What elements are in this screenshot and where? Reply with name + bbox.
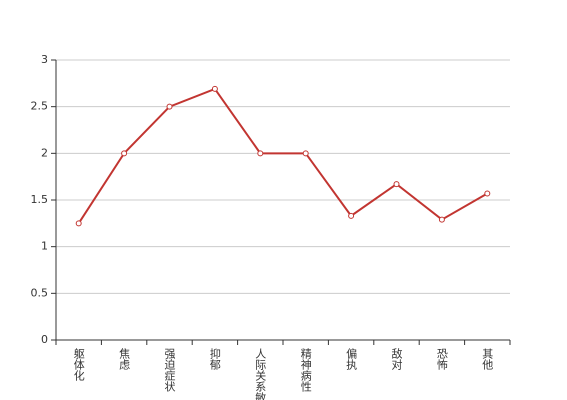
point	[211, 85, 218, 92]
point	[257, 150, 264, 157]
y-tick-label: 1.5	[31, 193, 49, 206]
y-tick-label: 2	[41, 146, 48, 159]
x-tick-label: 其他	[481, 348, 494, 370]
x-tick-label: 强迫症状	[163, 348, 176, 392]
x-tick-label: 躯体化	[72, 348, 85, 382]
point	[484, 190, 491, 197]
point	[393, 181, 400, 188]
y-tick-label: 0.5	[31, 286, 49, 299]
x-tick-label: 人际关系敏感	[254, 348, 267, 400]
point	[302, 150, 309, 157]
y-tick-label: 1	[41, 240, 48, 253]
y-tick-label: 3	[41, 53, 48, 66]
x-tick-label: 恐怖	[435, 348, 448, 370]
point	[166, 103, 173, 110]
point	[438, 216, 445, 223]
point	[75, 220, 82, 227]
x-tick-label: 抑郁	[208, 347, 221, 370]
y-tick-label: 2.5	[31, 100, 49, 113]
x-tick-label: 精神病性	[299, 348, 312, 393]
x-tick-label: 偏执	[345, 347, 358, 371]
point	[348, 212, 355, 219]
line	[77, 87, 488, 224]
point	[121, 150, 128, 157]
y-tick-label: 0	[41, 333, 48, 346]
x-tick-label: 敌对	[390, 347, 403, 370]
x-tick-label: 焦虑	[118, 348, 131, 370]
